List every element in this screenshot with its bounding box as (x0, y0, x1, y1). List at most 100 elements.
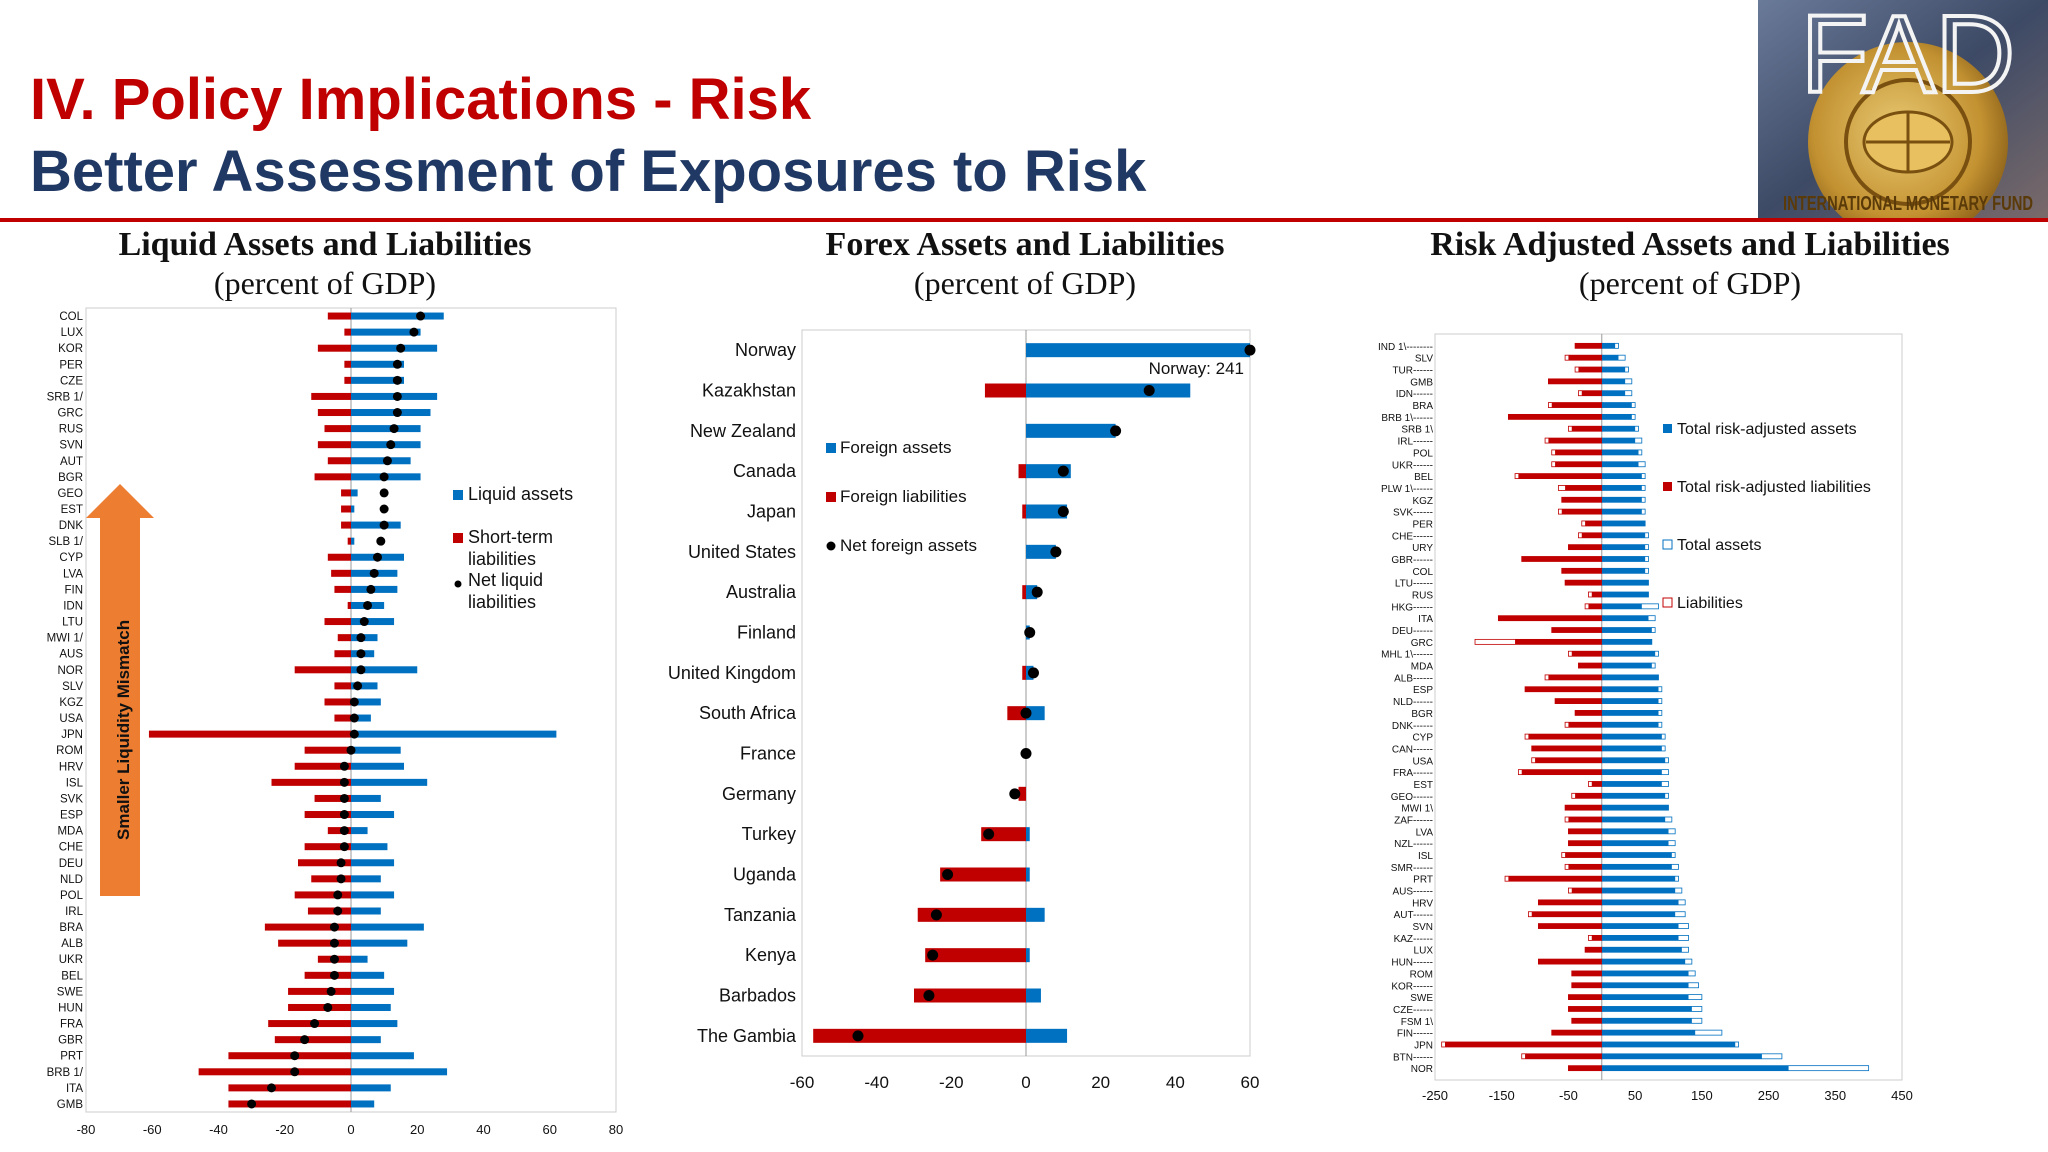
slide-title: IV. Policy Implications - Risk (30, 67, 812, 132)
chart1-net-point (392, 375, 402, 385)
chart1-asset-bar (351, 859, 395, 867)
chart1-liability-bar (327, 312, 351, 320)
chart1-net-point (392, 359, 402, 369)
chart1-category-label: MDA (57, 826, 83, 838)
chart3-risk-asset-bar (1601, 793, 1666, 799)
chart1-liability-bar (314, 794, 351, 802)
chart1-category-label: ESP (60, 810, 83, 822)
chart3-risk-liability-bar (1568, 355, 1602, 361)
chart3-risk-liability-bar (1528, 734, 1602, 740)
chart2-category-label: Germany (722, 784, 796, 804)
chart1-net-point (359, 617, 369, 627)
chart3-risk-asset-bar (1601, 343, 1616, 349)
chart3-category-label: POL (1413, 448, 1433, 459)
chart3-category-label: LVA (1416, 827, 1434, 838)
chart3-risk-liability-bar (1551, 627, 1602, 633)
chart1-legend-swatch-liabilities (453, 533, 463, 543)
chart3-risk-asset-bar (1601, 876, 1676, 882)
chart1-net-point (379, 472, 389, 482)
chart2-legend-assets: Foreign assets (840, 438, 952, 457)
chart1-category-label: POL (60, 890, 84, 902)
chart3-category-label: UKR------ (1392, 460, 1433, 471)
chart1-net-point (329, 938, 339, 948)
chart2-category-label: Finland (737, 623, 796, 643)
chart1-net-point (356, 649, 366, 659)
chart2-category-label: The Gambia (697, 1026, 797, 1046)
chart3-risk-asset-bar (1601, 899, 1679, 905)
chart1-net-point (382, 456, 392, 466)
chart1-category-label: HUN (58, 1002, 83, 1014)
chart1-liability-bar (324, 425, 351, 433)
chart3-category-label: BEL (1414, 472, 1433, 483)
chart1-net-point (392, 391, 402, 401)
chart2-net-point (1020, 748, 1032, 759)
chart3-risk-liability-bar (1538, 899, 1602, 905)
chart1-x-tick: -60 (143, 1122, 162, 1137)
chart3-risk-liability-bar (1561, 509, 1602, 515)
chart3-risk-liability-bar (1551, 1030, 1602, 1036)
chart2-title-block: Forex Assets and Liabilities (percent of… (760, 226, 1290, 302)
chart1-category-label: KGZ (59, 697, 83, 709)
chart1-category-label: IDN (63, 600, 83, 612)
chart1-asset-bar (351, 827, 368, 835)
chart3-risk-asset-bar (1601, 1018, 1692, 1024)
chart3-category-label: ROM (1410, 969, 1433, 980)
chart2-legend-swatch-assets (826, 443, 836, 453)
chart2-liability-bar (914, 988, 1026, 1003)
liquid-assets-chart: Smaller Liquidity Mismatch COL LUX KOR PER CZ… (47, 307, 623, 1137)
chart2-asset-bar (1026, 423, 1116, 438)
chart3-risk-asset-bar (1601, 426, 1636, 432)
chart2-net-point (1024, 627, 1036, 638)
chart1-net-point (290, 1067, 300, 1077)
chart1-category-label: BRB 1/ (47, 1067, 84, 1079)
chart3-category-label: PLW 1\------ (1381, 484, 1433, 495)
chart1-category-label: SLV (62, 681, 83, 693)
chart3-risk-liability-bar (1515, 639, 1602, 645)
chart3-risk-liability-bar (1565, 580, 1602, 586)
chart3-risk-liability-bar (1548, 438, 1602, 444)
chart1-legend-assets: Liquid assets (468, 484, 573, 504)
chart3-risk-liability-bar (1571, 1018, 1602, 1024)
chart3-risk-asset-bar (1601, 852, 1672, 858)
chart3-category-label: JPN (1414, 1040, 1433, 1051)
chart2-legend-net: Net foreign assets (840, 536, 977, 555)
chart3-category-label: TUR------ (1392, 366, 1433, 377)
chart3-risk-asset-bar (1601, 615, 1649, 621)
chart1-net-point (339, 842, 349, 852)
chart2-net-point (923, 990, 935, 1001)
chart1-liability-bar (304, 746, 351, 754)
chart1-category-label: ISL (66, 777, 84, 789)
chart3-risk-liability-bar (1565, 852, 1602, 858)
chart1-liability-bar (344, 360, 351, 368)
chart2-asset-bar (1026, 544, 1056, 559)
chart1-legend-swatch-assets (453, 490, 463, 500)
chart3-risk-liability-bar (1518, 473, 1602, 479)
chart3-subtitle: (percent of GDP) (1578, 265, 1802, 301)
chart3-risk-asset-bar (1601, 556, 1646, 562)
chart3-risk-liability-bar (1508, 876, 1602, 882)
chart1-liability-bar (274, 1036, 351, 1044)
chart3-risk-liability-bar (1568, 1065, 1602, 1071)
chart3-risk-liability-bar (1591, 935, 1602, 941)
chart3-risk-liability-bar (1531, 745, 1602, 751)
chart1-x-tick: 60 (543, 1122, 557, 1137)
chart3-category-label: FIN------ (1397, 1029, 1433, 1040)
chart2-net-point (1009, 788, 1021, 800)
chart2-net-point (930, 909, 942, 921)
chart3-legend-risk-liabilities: Total risk-adjusted liabilities (1677, 479, 1871, 496)
chart2-x-tick: -60 (790, 1073, 815, 1092)
chart3-legend-swatch-risk-assets (1663, 424, 1672, 433)
chart1-asset-bar (351, 730, 557, 738)
chart3-risk-asset-bar (1601, 651, 1656, 657)
chart1-liability-bar (294, 666, 351, 674)
chart1-liability-bar (264, 923, 351, 931)
chart1-asset-bar (351, 1068, 448, 1076)
chart1-net-point (366, 584, 376, 594)
chart1-liability-bar (347, 601, 351, 609)
chart3-risk-asset-bar (1601, 816, 1666, 822)
chart2-legend-swatch-net (826, 541, 836, 551)
chart3-risk-liability-bar (1555, 461, 1602, 467)
chart1-liability-bar (341, 521, 351, 529)
chart1-asset-bar (351, 971, 385, 979)
chart3-category-label: IDN------ (1396, 389, 1433, 400)
